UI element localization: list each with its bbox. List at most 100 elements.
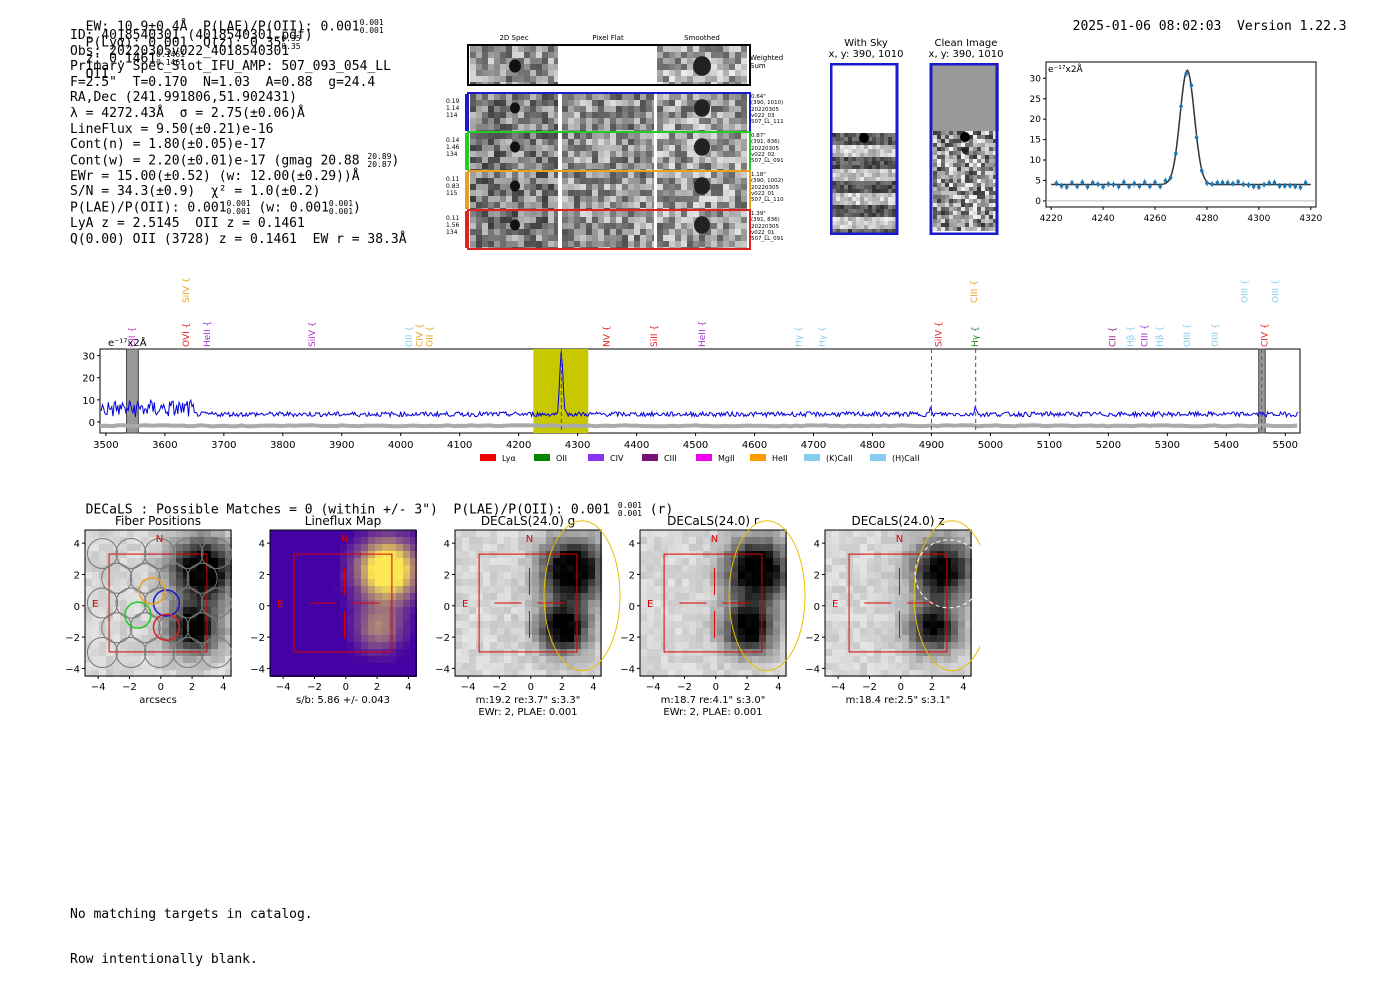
pixel [476, 70, 482, 76]
pixel [270, 572, 277, 579]
pixel [197, 614, 204, 621]
pixel [945, 195, 949, 199]
sky-images[interactable] [830, 63, 1014, 235]
pixel [634, 211, 640, 217]
pixel [881, 628, 888, 635]
pixel [169, 530, 176, 537]
pixel [825, 614, 832, 621]
pixel [176, 656, 183, 663]
pixel [525, 593, 532, 600]
pixel [832, 656, 839, 663]
pixel [892, 145, 896, 149]
decals-svg[interactable]: Fiber PositionsNE−44−22002−24−4arcsecsLi… [40, 508, 980, 723]
pixel [675, 130, 681, 131]
pixel [567, 607, 574, 614]
pixel [554, 112, 558, 118]
pixel [581, 579, 588, 586]
pixel [652, 130, 654, 131]
pixel [840, 133, 844, 137]
pixel [298, 530, 305, 537]
pixel [634, 184, 640, 190]
pixel [977, 191, 981, 195]
pixel [661, 656, 668, 663]
pixel [876, 229, 880, 233]
pixel [470, 82, 476, 84]
pixel [462, 586, 469, 593]
pixel [141, 628, 148, 635]
pixel [663, 100, 669, 106]
pixel [494, 196, 500, 202]
pixel [989, 171, 993, 175]
pixel [868, 145, 872, 149]
pixel [663, 145, 669, 151]
pixel [872, 137, 876, 141]
pixel [598, 184, 604, 190]
pixel [682, 614, 689, 621]
pixel [476, 229, 482, 235]
pixel [681, 178, 687, 184]
pixel [574, 190, 580, 196]
pixel [909, 565, 916, 572]
pixel [953, 139, 957, 143]
pixel [532, 621, 539, 628]
pixel [705, 172, 711, 178]
pixel [844, 133, 848, 137]
pixel [937, 171, 941, 175]
pixel [562, 217, 568, 223]
pixel [657, 208, 663, 209]
pixel [687, 64, 693, 70]
pixel [375, 607, 382, 614]
pixel [554, 163, 558, 169]
pixel [895, 600, 902, 607]
pixel [598, 247, 604, 248]
pixel [562, 163, 568, 169]
pixel [586, 229, 592, 235]
pixel [965, 203, 969, 207]
pixel [542, 172, 548, 178]
pixel [729, 184, 735, 190]
pixel [574, 145, 580, 151]
cutout-images[interactable] [440, 44, 800, 254]
pixel [628, 223, 634, 229]
pixel [389, 586, 396, 593]
pixel [361, 635, 368, 642]
pixel [640, 572, 647, 579]
pixel [162, 600, 169, 607]
pixel [731, 663, 738, 670]
pixel [592, 100, 598, 106]
pixel [647, 565, 654, 572]
x-tick-label: 4900 [919, 440, 944, 451]
row-right-label: 507_LL_091 [751, 236, 784, 242]
pixel [483, 579, 490, 586]
pixel [654, 621, 661, 628]
pixel [717, 235, 723, 241]
pixel [462, 649, 469, 656]
pixel [141, 530, 148, 537]
pixel [610, 112, 616, 118]
x-tick-label: −4 [646, 682, 661, 693]
pixel [663, 229, 669, 235]
pixel [773, 530, 780, 537]
pixel [204, 621, 211, 628]
pixel [592, 184, 598, 190]
pixel [741, 223, 747, 229]
x-tick-label: 2 [374, 682, 380, 693]
pixel [669, 145, 675, 151]
pixel [832, 141, 836, 145]
pixel [562, 247, 568, 248]
pixel [562, 145, 568, 151]
pixel [832, 205, 836, 209]
pixel [888, 663, 895, 670]
pixel [542, 145, 548, 151]
pixel [354, 607, 361, 614]
pixel [518, 579, 525, 586]
pixel [482, 130, 488, 131]
legend-label: OII [556, 454, 567, 463]
pixel [494, 208, 500, 209]
pixel [949, 179, 953, 183]
pixel [530, 76, 536, 82]
pixel [530, 118, 536, 124]
pixel [382, 621, 389, 628]
